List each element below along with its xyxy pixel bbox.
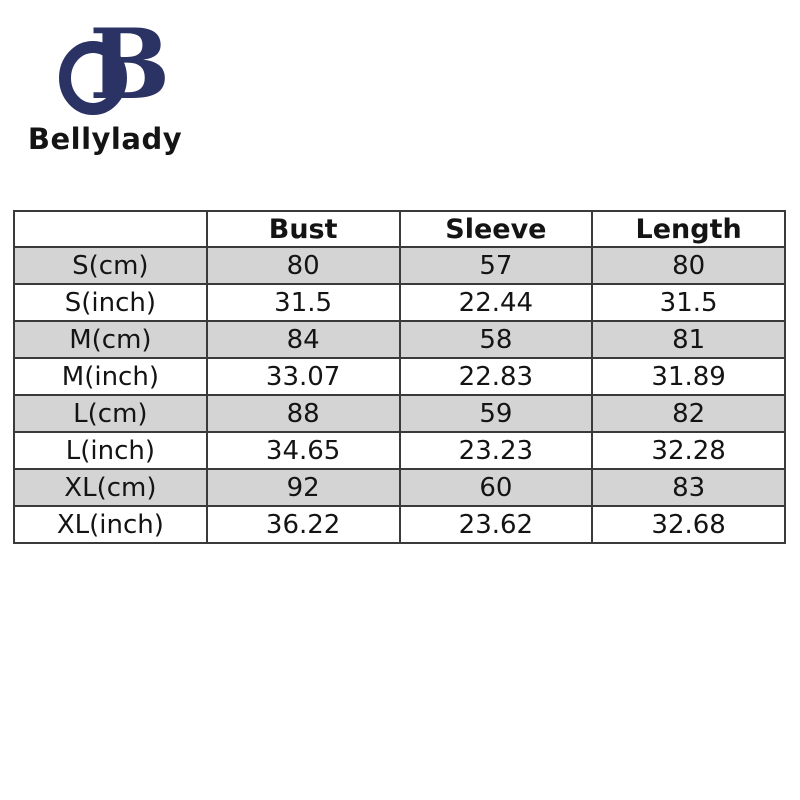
cell: 92 — [205, 468, 401, 507]
cell: 33.07 — [205, 357, 401, 396]
row-label: XL(cm) — [13, 468, 208, 507]
row-label: M(cm) — [13, 320, 208, 359]
corner-header — [13, 210, 208, 248]
cell: 58 — [398, 320, 594, 359]
cell: 23.62 — [398, 505, 594, 544]
cell: 32.68 — [591, 505, 786, 544]
size-chart-header: Bust Sleeve Length — [13, 210, 786, 248]
cell: 88 — [205, 394, 401, 433]
column-header: Sleeve — [398, 210, 594, 248]
table-row: S(inch) 31.5 22.44 31.5 — [13, 283, 786, 322]
cell: 31.89 — [591, 357, 786, 396]
row-label: L(cm) — [13, 394, 208, 433]
size-chart-table: Bust Sleeve Length S(cm) 80 57 80 S(inch) 31.5 2… — [13, 210, 786, 544]
cell: 80 — [591, 246, 786, 285]
table-row: M(cm) 84 58 81 — [13, 320, 786, 359]
table-row: S(cm) 80 57 80 — [13, 246, 786, 285]
cell: 34.65 — [205, 431, 401, 470]
cell: 23.23 — [398, 431, 594, 470]
row-label: L(inch) — [13, 431, 208, 470]
cell: 22.83 — [398, 357, 594, 396]
cell: 32.28 — [591, 431, 786, 470]
monogram-letter: B — [89, 14, 165, 116]
header-row: Bust Sleeve Length — [13, 210, 786, 248]
cell: 60 — [398, 468, 594, 507]
cell: 57 — [398, 246, 594, 285]
brand-wordmark: Bellylady — [27, 122, 183, 156]
size-chart-body: S(cm) 80 57 80 S(inch) 31.5 22.44 31.5 M(cm) 84 58… — [13, 246, 786, 544]
cell: 36.22 — [205, 505, 401, 544]
cell: 84 — [205, 320, 401, 359]
column-header: Length — [591, 210, 786, 248]
cell: 80 — [205, 246, 401, 285]
table-row: XL(cm) 92 60 83 — [13, 468, 786, 507]
brand-block: B Bellylady — [15, 14, 195, 156]
row-label: M(inch) — [13, 357, 208, 396]
cell: 82 — [591, 394, 786, 433]
row-label: XL(inch) — [13, 505, 208, 544]
row-label: S(inch) — [13, 283, 208, 322]
cell: 22.44 — [398, 283, 594, 322]
table-row: L(inch) 34.65 23.23 32.28 — [13, 431, 786, 470]
table-row: XL(inch) 36.22 23.62 32.68 — [13, 505, 786, 544]
column-header: Bust — [205, 210, 401, 248]
cell: 31.5 — [591, 283, 786, 322]
cell: 31.5 — [205, 283, 401, 322]
table-row: L(cm) 88 59 82 — [13, 394, 786, 433]
row-label: S(cm) — [13, 246, 208, 285]
bellylady-monogram-logo-icon: B — [59, 14, 165, 116]
table-row: M(inch) 33.07 22.83 31.89 — [13, 357, 786, 396]
cell: 81 — [591, 320, 786, 359]
cell: 59 — [398, 394, 594, 433]
cell: 83 — [591, 468, 786, 507]
